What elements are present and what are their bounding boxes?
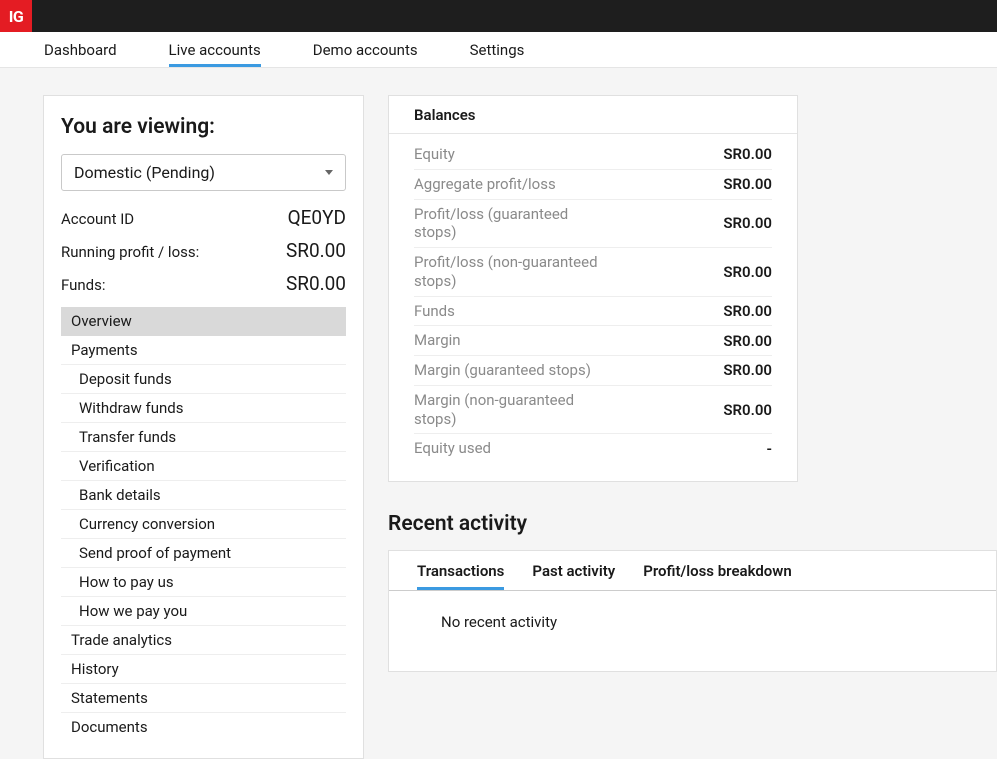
balance-label: Margin (non-guaranteed stops)	[414, 391, 614, 429]
balances-title: Balances	[389, 96, 797, 134]
sidebar-item-transfer-funds[interactable]: Transfer funds	[61, 423, 346, 452]
balance-row: Equity used -	[414, 434, 772, 463]
main-nav: Dashboard Live accounts Demo accounts Setti…	[0, 32, 997, 68]
topbar: IG	[0, 0, 997, 32]
balance-row: Aggregate profit/loss SR0.00	[414, 170, 772, 200]
balance-row: Funds SR0.00	[414, 297, 772, 327]
balance-label: Margin (guaranteed stops)	[414, 361, 591, 380]
balance-label: Aggregate profit/loss	[414, 175, 556, 194]
sidebar-item-bank-details[interactable]: Bank details	[61, 481, 346, 510]
sidebar-item-statements[interactable]: Statements	[61, 684, 346, 713]
balance-row: Profit/loss (non-guaranteed stops) SR0.00	[414, 248, 772, 297]
balance-value: SR0.00	[723, 214, 772, 232]
sidebar-title: You are viewing:	[61, 115, 346, 139]
sidebar-item-send-proof-of-payment[interactable]: Send proof of payment	[61, 539, 346, 568]
tab-past-activity[interactable]: Past activity	[532, 551, 615, 590]
recent-activity-title: Recent activity	[388, 512, 997, 536]
balance-row: Profit/loss (guaranteed stops) SR0.00	[414, 200, 772, 249]
sidebar-item-history[interactable]: History	[61, 655, 346, 684]
sidebar-item-how-to-pay-us[interactable]: How to pay us	[61, 568, 346, 597]
nav-item-live-accounts[interactable]: Live accounts	[169, 32, 261, 67]
chevron-down-icon	[325, 170, 333, 175]
account-info-label: Running profit / loss:	[61, 243, 199, 261]
balances-card: Balances EquitySR0.00Aggregate profit/lo…	[388, 95, 798, 482]
nav-item-dashboard[interactable]: Dashboard	[44, 32, 117, 67]
sidebar-item-withdraw-funds[interactable]: Withdraw funds	[61, 394, 346, 423]
nav-item-demo-accounts[interactable]: Demo accounts	[313, 32, 418, 67]
sidebar-menu: OverviewPaymentsDeposit fundsWithdraw fu…	[61, 307, 346, 741]
balance-value: SR0.00	[723, 332, 772, 350]
sidebar-item-how-we-pay-you[interactable]: How we pay you	[61, 597, 346, 626]
balance-label: Funds	[414, 302, 455, 321]
balance-row: Margin SR0.00	[414, 326, 772, 356]
account-info-row: Running profit / loss: SR0.00	[61, 239, 346, 262]
account-info-row: Account ID QE0YD	[61, 206, 346, 229]
brand-logo: IG	[0, 0, 32, 32]
balance-label: Profit/loss (non-guaranteed stops)	[414, 253, 614, 291]
balance-value: SR0.00	[723, 263, 772, 281]
account-info-value: SR0.00	[286, 239, 346, 262]
sidebar-item-trade-analytics[interactable]: Trade analytics	[61, 626, 346, 655]
balance-label: Profit/loss (guaranteed stops)	[414, 205, 614, 243]
balance-label: Equity used	[414, 439, 491, 458]
sidebar-item-verification[interactable]: Verification	[61, 452, 346, 481]
balance-row: Equity SR0.00	[414, 140, 772, 170]
account-info-value: SR0.00	[286, 272, 346, 295]
recent-activity-card: Transactions Past activity Profit/loss bre…	[388, 550, 997, 672]
sidebar-item-overview[interactable]: Overview	[61, 307, 346, 336]
sidebar-item-payments[interactable]: Payments	[61, 336, 346, 365]
balance-value: SR0.00	[723, 361, 772, 379]
balance-label: Margin	[414, 331, 461, 350]
account-select[interactable]: Domestic (Pending)	[61, 154, 346, 191]
account-sidebar: You are viewing: Domestic (Pending) Acco…	[43, 95, 364, 759]
balance-row: Margin (guaranteed stops) SR0.00	[414, 356, 772, 386]
balance-value: SR0.00	[723, 302, 772, 320]
activity-empty-message: No recent activity	[389, 591, 996, 671]
account-info-row: Funds: SR0.00	[61, 272, 346, 295]
account-info-label: Account ID	[61, 210, 134, 228]
account-info-label: Funds:	[61, 276, 106, 294]
sidebar-item-currency-conversion[interactable]: Currency conversion	[61, 510, 346, 539]
main-column: Balances EquitySR0.00Aggregate profit/lo…	[388, 95, 997, 672]
activity-tabs: Transactions Past activity Profit/loss bre…	[389, 551, 996, 591]
nav-item-settings[interactable]: Settings	[470, 32, 525, 67]
balance-value: -	[766, 440, 772, 458]
account-info-value: QE0YD	[288, 206, 346, 229]
sidebar-item-deposit-funds[interactable]: Deposit funds	[61, 365, 346, 394]
sidebar-item-documents[interactable]: Documents	[61, 713, 346, 741]
balance-value: SR0.00	[723, 175, 772, 193]
balance-label: Equity	[414, 145, 455, 164]
page-content: You are viewing: Domestic (Pending) Acco…	[0, 68, 997, 759]
balance-value: SR0.00	[723, 145, 772, 163]
tab-transactions[interactable]: Transactions	[417, 551, 504, 590]
tab-profit-loss-breakdown[interactable]: Profit/loss breakdown	[643, 551, 792, 590]
account-select-value: Domestic (Pending)	[74, 163, 215, 182]
balance-value: SR0.00	[723, 401, 772, 419]
balance-row: Margin (non-guaranteed stops) SR0.00	[414, 386, 772, 435]
